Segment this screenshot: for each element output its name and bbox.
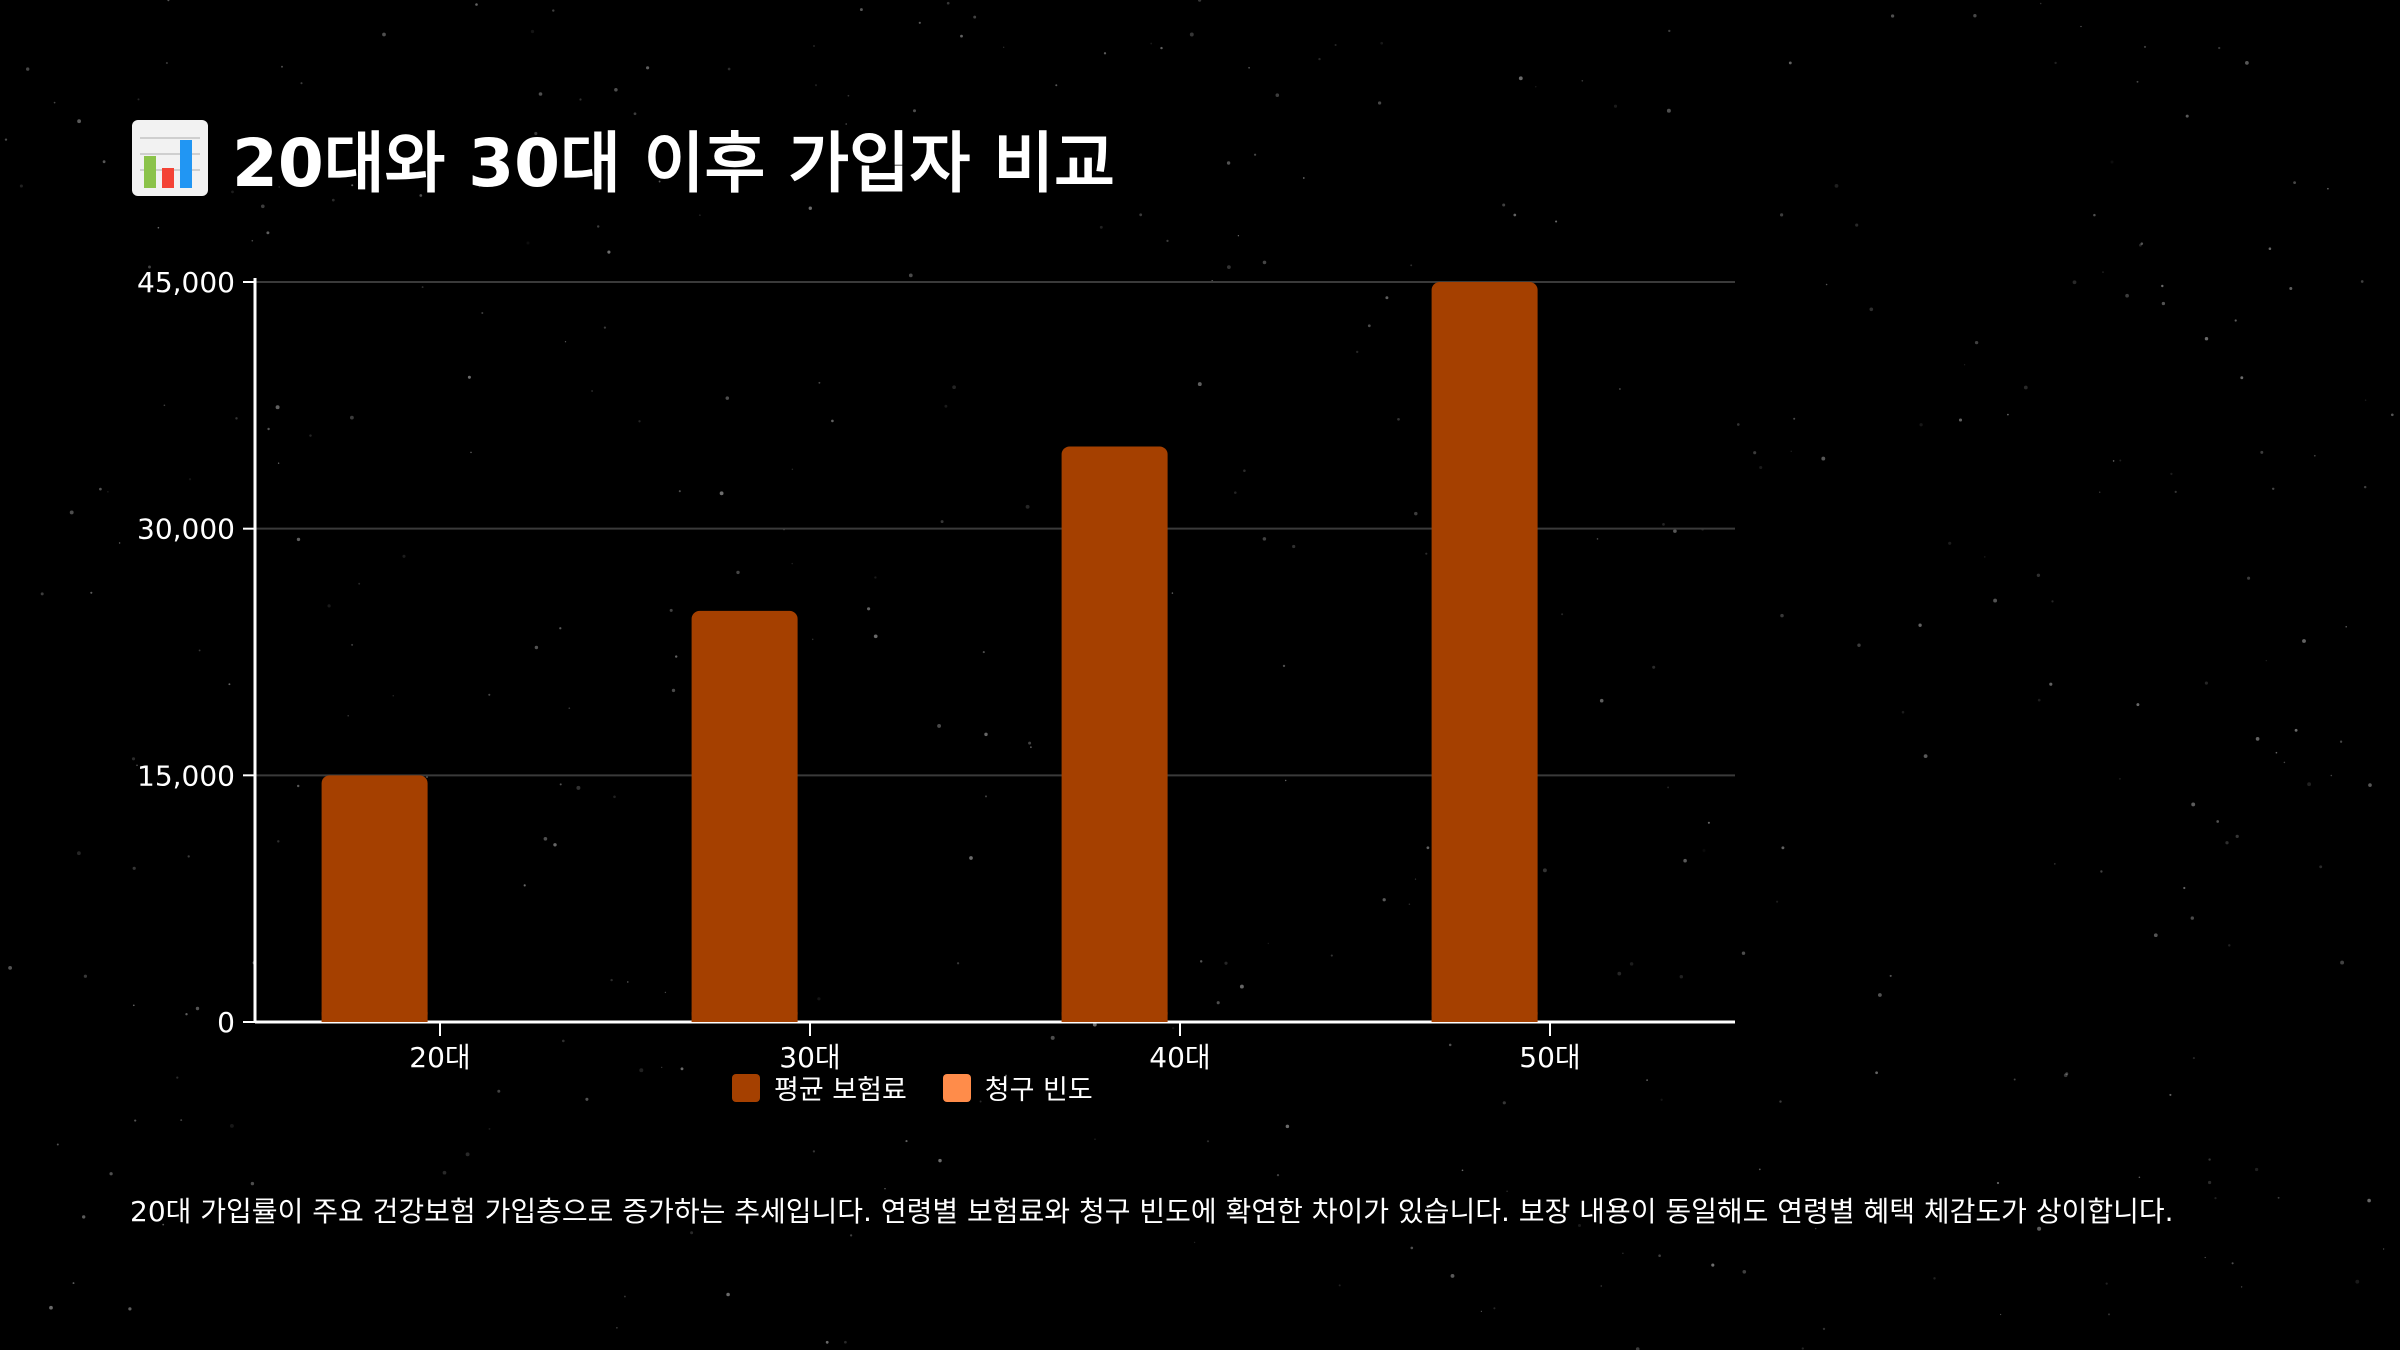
- bar-chart-icon: [132, 120, 208, 196]
- x-tick-label: 30대: [779, 1041, 840, 1074]
- bar-premium: [321, 775, 428, 1022]
- legend-item-claims[interactable]: 청구 빈도: [942, 1068, 1093, 1107]
- legend-item-premium[interactable]: 평균 보험료: [732, 1068, 907, 1107]
- y-tick-label: 15,000: [137, 759, 235, 792]
- legend-label-claims: 청구 빈도: [984, 1075, 1093, 1106]
- title-row: 20대와 30대 이후 가입자 비교: [130, 108, 1115, 208]
- y-tick-label: 0: [217, 1006, 235, 1039]
- bar-premium: [1431, 282, 1538, 1022]
- x-tick-label: 50대: [1519, 1041, 1580, 1074]
- legend-label-premium: 평균 보험료: [774, 1075, 907, 1106]
- bar-base: [1061, 1012, 1168, 1022]
- chart-caption: 20대 가입률이 주요 건강보험 가입층으로 증가하는 추세입니다. 연령별 보…: [130, 1195, 2174, 1228]
- legend-swatch-claims: [942, 1073, 971, 1102]
- x-tick-label: 40대: [1149, 1041, 1210, 1074]
- bar-premium: [691, 610, 798, 1022]
- y-tick-label: 45,000: [137, 266, 235, 299]
- bar-base: [691, 1012, 798, 1022]
- y-tick-label: 30,000: [137, 513, 235, 546]
- chart-legend: 평균 보험료 청구 빈도: [732, 1068, 1093, 1107]
- bar-base: [1431, 1012, 1538, 1022]
- bar-premium: [1061, 446, 1168, 1022]
- legend-swatch-premium: [732, 1073, 760, 1102]
- x-tick-label: 20대: [409, 1041, 470, 1074]
- page-title: 20대와 30대 이후 가입자 비교: [232, 125, 1115, 202]
- bar-base: [321, 1012, 428, 1022]
